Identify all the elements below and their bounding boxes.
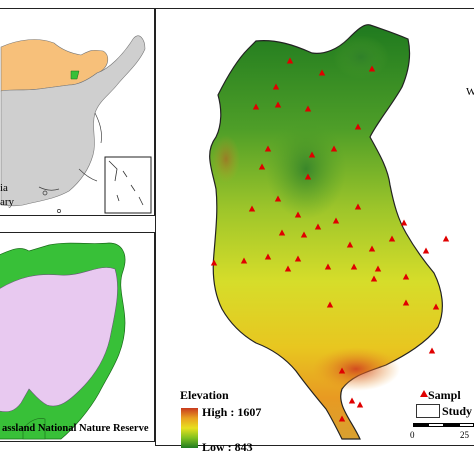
- reserve-lilac-area: [0, 267, 118, 413]
- china-inset-map: [0, 8, 155, 216]
- sample-point: [442, 235, 450, 242]
- low-elevation-zone: [266, 119, 346, 219]
- sample-point: [338, 415, 346, 422]
- sample-point: [278, 229, 286, 236]
- study-area-marker: [70, 70, 80, 80]
- islands-outline: [108, 160, 144, 206]
- study-area-legend-icon: [416, 404, 440, 418]
- sample-point: [258, 163, 266, 170]
- sample-point: [274, 101, 282, 108]
- low-elevation-zone: [333, 35, 389, 79]
- sample-point: [368, 65, 376, 72]
- china-label-line2: ary: [0, 196, 15, 208]
- sample-point: [286, 57, 294, 64]
- china-gray-region: [0, 35, 146, 207]
- elevation-color-ramp: [181, 408, 198, 448]
- sample-point: [370, 275, 378, 282]
- coastline: [38, 112, 102, 191]
- island-dot: [42, 190, 48, 196]
- sample-point: [274, 195, 282, 202]
- sample-point: [264, 253, 272, 260]
- sample-point: [272, 83, 280, 90]
- sample-point: [330, 145, 338, 152]
- sample-point: [338, 367, 346, 374]
- china-label-line1: ia: [0, 182, 8, 194]
- sample-point: [428, 347, 436, 354]
- sample-point: [252, 103, 260, 110]
- sample-point: [304, 105, 312, 112]
- sample-point: [374, 265, 382, 272]
- study-area-legend-label: Study: [442, 404, 473, 418]
- south-china-sea-inset: [104, 156, 152, 214]
- sample-point: [348, 397, 356, 404]
- sample-point: [314, 223, 322, 230]
- reserve-inset-map: [0, 232, 155, 442]
- scale-label-0: 0: [410, 430, 415, 440]
- sample-point: [354, 123, 362, 130]
- sample-point: [332, 217, 340, 224]
- sample-point: [402, 299, 410, 306]
- sample-point: [432, 303, 440, 310]
- elevation-high-label: High : 1607: [202, 405, 262, 419]
- sample-point: [294, 211, 302, 218]
- sample-point: [346, 241, 354, 248]
- elevation-low-label: Low : 843: [202, 440, 253, 454]
- scale-label-25: 25: [460, 430, 469, 440]
- main-map-svg: [209, 24, 443, 440]
- sample-point: [308, 151, 316, 158]
- scale-bar: [413, 423, 474, 427]
- sample-point: [402, 273, 410, 280]
- sample-point: [284, 265, 292, 272]
- reserve-title: assland National Nature Reserve: [2, 423, 149, 434]
- sample-point: [318, 69, 326, 76]
- sample-point: [368, 245, 376, 252]
- sample-point: [300, 231, 308, 238]
- china-inset-svg: [0, 35, 152, 214]
- sample-legend-label: Sampl: [428, 388, 461, 402]
- sample-point: [240, 257, 248, 264]
- elevation-legend-title: Elevation: [180, 388, 229, 402]
- sample-points-layer: [210, 57, 450, 422]
- sample-point: [354, 203, 362, 210]
- sample-point: [210, 259, 218, 266]
- sample-legend-icon: [420, 390, 428, 397]
- sample-point: [350, 263, 358, 270]
- reserve-inset-svg: [0, 242, 126, 440]
- sample-point: [264, 145, 272, 152]
- sample-point: [422, 247, 430, 254]
- map-edge-label: W: [466, 86, 474, 98]
- sample-point: [304, 173, 312, 180]
- sample-point: [400, 219, 408, 226]
- sample-point: [388, 235, 396, 242]
- reserve-green-south: [22, 418, 46, 440]
- sample-point: [294, 255, 302, 262]
- sample-point: [248, 205, 256, 212]
- high-elevation-zone: [312, 347, 400, 391]
- sample-point: [326, 301, 334, 308]
- main-elevation-map: [155, 8, 474, 446]
- sample-point: [324, 263, 332, 270]
- high-elevation-zone: [212, 135, 240, 183]
- island-dot: [57, 209, 61, 213]
- sample-point: [356, 401, 364, 408]
